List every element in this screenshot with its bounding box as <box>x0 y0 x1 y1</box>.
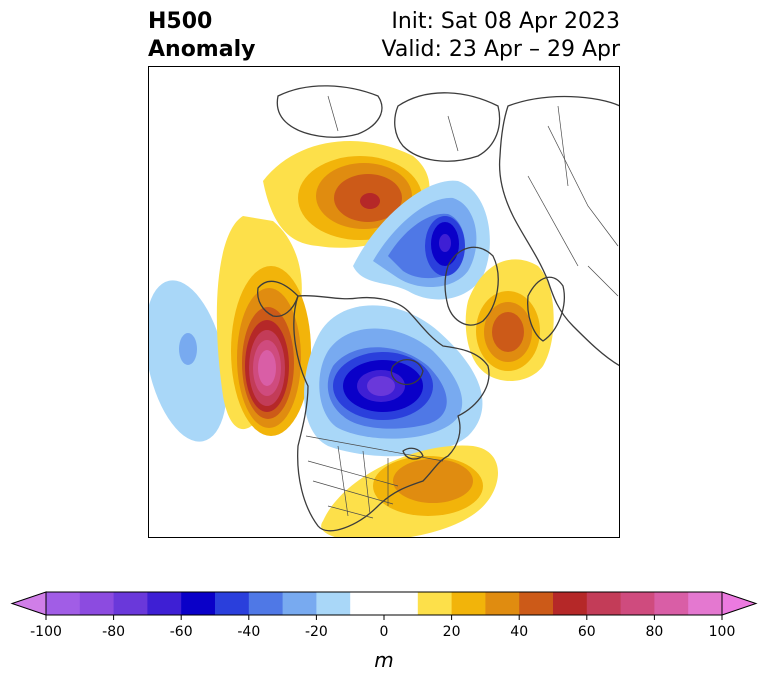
colorbar-over-arrow <box>721 591 758 616</box>
colorbar-tick-label: -100 <box>30 624 62 640</box>
colorbar-bin <box>654 592 689 615</box>
colorbar-bin <box>485 592 520 615</box>
colorbar-tick-label: 60 <box>578 624 596 640</box>
canada-negative-anomaly <box>304 305 483 457</box>
colorbar-bin <box>417 592 453 615</box>
init-date: Init: Sat 08 Apr 2023 <box>391 9 620 34</box>
colorbar-tick-label: 20 <box>443 624 461 640</box>
borders <box>305 95 619 519</box>
arctic-positive-anomaly <box>263 141 430 248</box>
colorbar-bin <box>519 592 554 615</box>
colorbar-bin <box>620 592 655 615</box>
colorbar-tick-label: -60 <box>170 624 193 640</box>
colorbar-bin <box>248 592 284 615</box>
valid-range: Valid: 23 Apr – 29 Apr <box>381 37 621 62</box>
colorbar-tick-label: -80 <box>102 624 125 640</box>
coastlines <box>257 85 620 532</box>
colorbar-bin <box>316 592 351 615</box>
colorbar-bin <box>586 592 622 615</box>
colorbar-tick-label: -20 <box>305 624 328 640</box>
colorbar-bin <box>553 592 588 615</box>
colorbar-tick-label: 80 <box>645 624 663 640</box>
colorbar-tick-label: 40 <box>510 624 528 640</box>
colorbar: -100 -80 -60 -40 -20 0 20 40 60 80 100 m <box>10 591 758 672</box>
colorbar-tick-label: -40 <box>237 624 260 640</box>
colorbar-bin <box>181 592 216 615</box>
colorbar-bin <box>688 592 723 615</box>
pacific-negative-anomaly <box>148 280 227 442</box>
colorbar-bin <box>282 592 317 615</box>
title-field: Anomaly <box>148 37 256 62</box>
colorbar-bin <box>79 592 115 615</box>
title-variable: H500 <box>148 9 213 34</box>
colorbar-unit-label: m <box>374 648 393 672</box>
colorbar-tick-label: 100 <box>709 624 736 640</box>
colorbar-bin <box>350 592 419 615</box>
colorbar-bin <box>451 592 486 615</box>
colorbar-bin <box>147 592 182 615</box>
colorbar-tick-label: 0 <box>380 624 389 640</box>
colorbar-bin <box>46 592 81 615</box>
colorbar-bin <box>215 592 250 615</box>
map-dates: Init: Sat 08 Apr 2023 Valid: 23 Apr – 29… <box>382 8 621 64</box>
colorbar-under-arrow <box>10 591 47 616</box>
arctic-negative-anomaly <box>353 180 490 300</box>
us-positive-anomaly <box>321 445 498 538</box>
map-title: H500 Anomaly <box>148 8 255 64</box>
colorbar-bin <box>113 592 148 615</box>
anomaly-map <box>148 66 620 538</box>
